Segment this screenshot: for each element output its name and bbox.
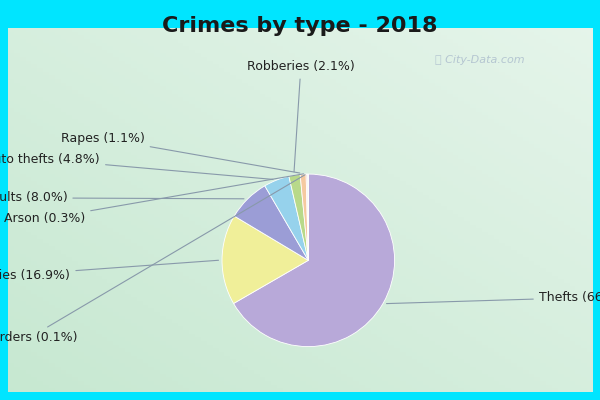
- Wedge shape: [265, 176, 308, 260]
- Text: Crimes by type - 2018: Crimes by type - 2018: [162, 16, 438, 36]
- Text: Assaults (8.0%): Assaults (8.0%): [0, 191, 244, 204]
- Text: Rapes (1.1%): Rapes (1.1%): [61, 132, 300, 173]
- Text: Robberies (2.1%): Robberies (2.1%): [247, 60, 355, 172]
- Text: Murders (0.1%): Murders (0.1%): [0, 175, 305, 344]
- Text: Auto thefts (4.8%): Auto thefts (4.8%): [0, 153, 273, 179]
- Text: ⓘ City-Data.com: ⓘ City-Data.com: [435, 55, 525, 65]
- Wedge shape: [222, 216, 308, 304]
- Text: Burglaries (16.9%): Burglaries (16.9%): [0, 260, 218, 282]
- Wedge shape: [289, 174, 308, 260]
- Wedge shape: [234, 186, 308, 260]
- Text: Thefts (66.6%): Thefts (66.6%): [386, 291, 600, 304]
- Wedge shape: [233, 174, 395, 347]
- Text: Arson (0.3%): Arson (0.3%): [4, 174, 304, 225]
- Wedge shape: [306, 174, 308, 260]
- Wedge shape: [300, 174, 308, 260]
